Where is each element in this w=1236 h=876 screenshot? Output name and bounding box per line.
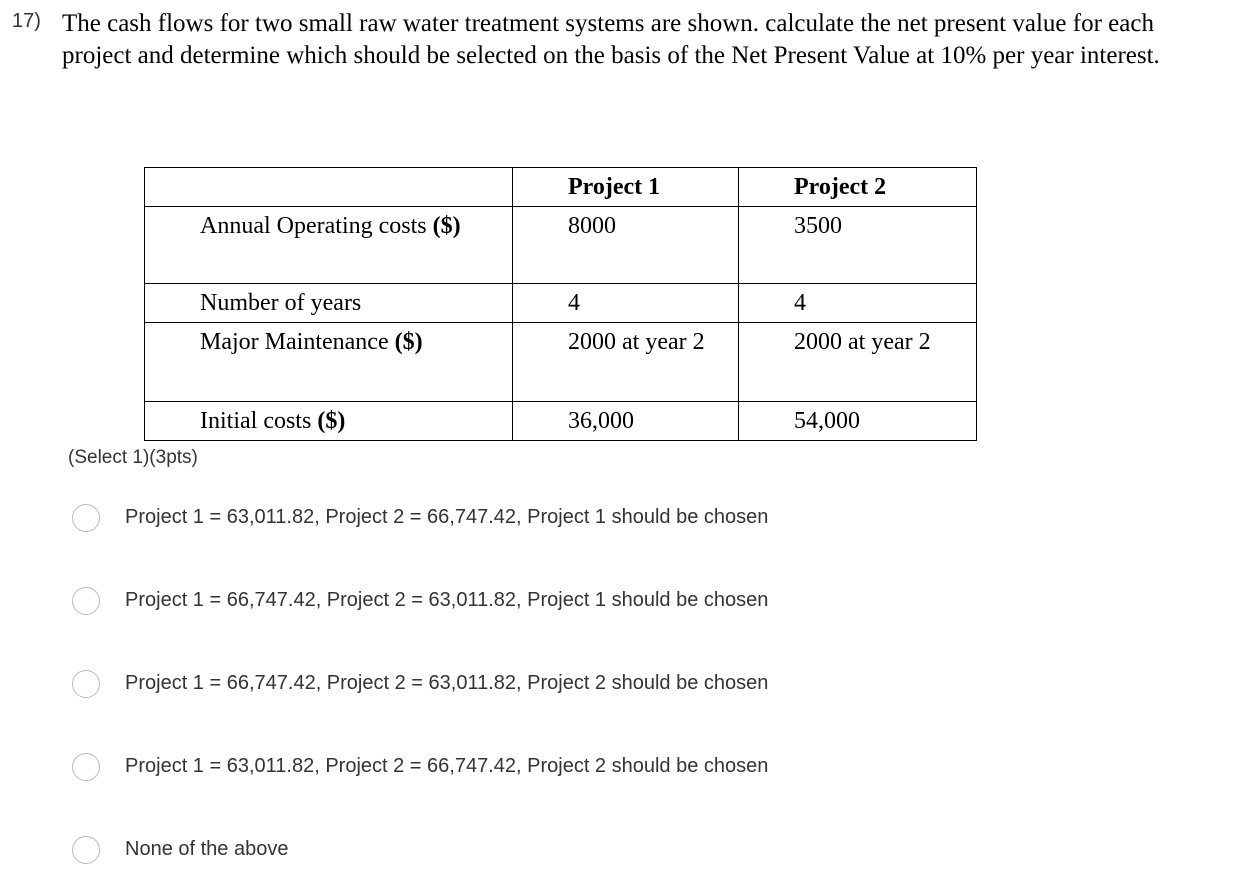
row-unit: ($) — [317, 408, 346, 434]
table-cell: Initial costs ($) — [144, 401, 513, 441]
option-text[interactable]: Project 1 = 66,747.42, Project 2 = 63,01… — [125, 589, 769, 611]
radio-button[interactable] — [72, 670, 100, 698]
option-text[interactable]: Project 1 = 63,011.82, Project 2 = 66,74… — [125, 755, 769, 777]
question-number: 17) — [12, 10, 41, 32]
table-row: Annual Operating costs ($) 8000 3500 — [144, 206, 977, 284]
question-text: The cash flows for two small raw water t… — [62, 10, 1160, 69]
table-row: Major Maintenance ($) 2000 at year 2 200… — [144, 322, 977, 402]
table-row: Number of years 4 4 — [144, 283, 977, 323]
table-cell: 2000 at year 2 — [738, 322, 977, 402]
table-header-cell: Project 2 — [738, 167, 977, 207]
table-cell: Major Maintenance ($) — [144, 322, 513, 402]
table-cell: 2000 at year 2 — [512, 322, 739, 402]
table-cell: 8000 — [512, 206, 739, 284]
radio-button[interactable] — [72, 587, 100, 615]
radio-button[interactable] — [72, 504, 100, 532]
radio-button[interactable] — [72, 753, 100, 781]
table-header-cell: Project 1 — [512, 167, 739, 207]
row-label: Initial costs — [200, 408, 312, 434]
row-label: Annual Operating costs — [200, 213, 427, 239]
option-text[interactable]: Project 1 = 66,747.42, Project 2 = 63,01… — [125, 672, 769, 694]
table-header: Project 1 Project 2 — [144, 167, 977, 207]
table-cell: Annual Operating costs ($) — [144, 206, 513, 284]
table-cell: 54,000 — [738, 401, 977, 441]
option-text[interactable]: Project 1 = 63,011.82, Project 2 = 66,74… — [125, 506, 769, 528]
table-cell: 3500 — [738, 206, 977, 284]
table-cell: 4 — [738, 283, 977, 323]
cash-flow-table: Project 1 Project 2 Annual Operating cos… — [144, 167, 977, 441]
table-row: Initial costs ($) 36,000 54,000 — [144, 401, 977, 441]
row-unit: ($) — [394, 329, 423, 355]
radio-button[interactable] — [72, 836, 100, 864]
option-text[interactable]: None of the above — [125, 838, 289, 860]
points-note: (Select 1)(3pts) — [68, 447, 198, 468]
table-cell — [144, 167, 513, 207]
row-label: Major Maintenance — [200, 329, 389, 355]
table-cell: Number of years — [144, 283, 513, 323]
row-label: Number of years — [200, 290, 362, 316]
table-cell: 4 — [512, 283, 739, 323]
cell-text: 2000 at year 2 — [568, 329, 705, 355]
row-unit: ($) — [432, 213, 461, 239]
table-cell: 36,000 — [512, 401, 739, 441]
